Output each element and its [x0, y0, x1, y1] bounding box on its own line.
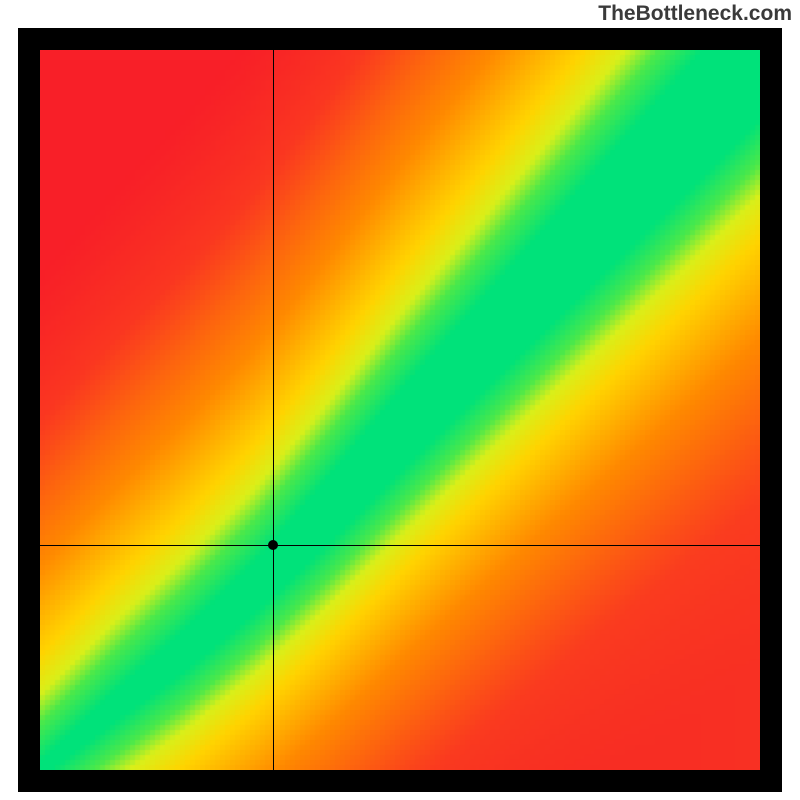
heatmap-canvas: [40, 50, 760, 770]
plot-area: [40, 50, 760, 770]
watermark-text: TheBottleneck.com: [598, 2, 792, 26]
crosshair-vertical: [273, 50, 274, 770]
crosshair-horizontal: [40, 545, 760, 546]
chart-container: TheBottleneck.com: [0, 0, 800, 800]
crosshair-marker: [268, 540, 278, 550]
